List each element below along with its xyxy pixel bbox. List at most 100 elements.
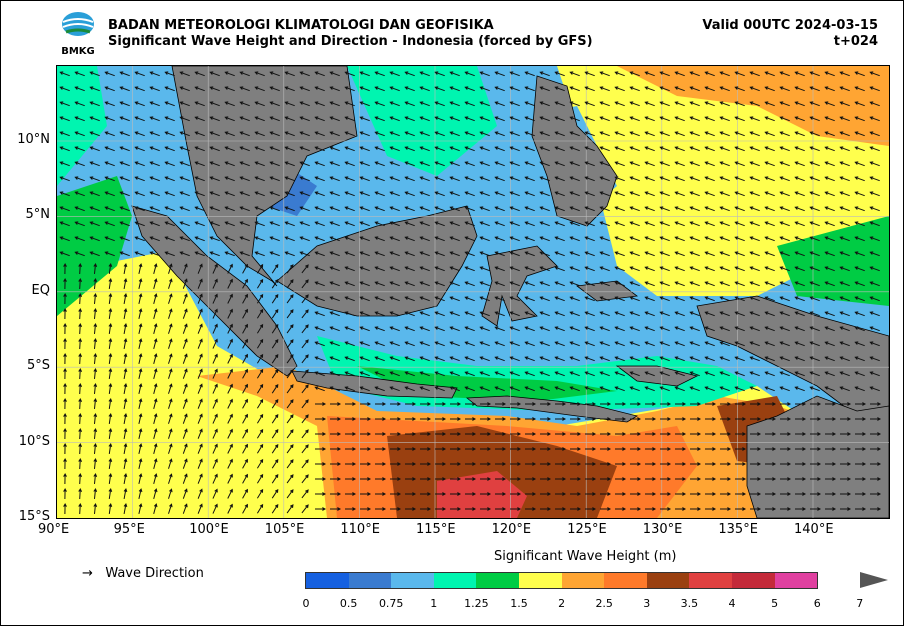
wave-arrow bbox=[839, 146, 850, 152]
wave-arrow bbox=[554, 221, 565, 227]
wave-arrow bbox=[212, 263, 218, 274]
wave-arrow bbox=[449, 371, 460, 377]
wave-arrow bbox=[314, 131, 325, 137]
wave-arrow bbox=[89, 71, 100, 77]
wave-arrow bbox=[404, 341, 415, 347]
wave-arrow bbox=[374, 176, 385, 182]
wave-arrow bbox=[764, 176, 775, 182]
wave-arrow bbox=[168, 308, 173, 319]
wave-arrow bbox=[870, 417, 882, 421]
wave-arrow bbox=[389, 341, 400, 347]
wave-arrow bbox=[123, 323, 128, 335]
wave-arrow bbox=[719, 341, 730, 347]
wave-arrow bbox=[689, 341, 700, 347]
wave-arrow bbox=[374, 206, 385, 212]
wave-arrow bbox=[510, 417, 522, 421]
wave-arrow bbox=[614, 191, 625, 197]
wave-arrow bbox=[134, 221, 145, 227]
wave-arrow bbox=[779, 176, 790, 182]
wave-arrow bbox=[149, 71, 160, 77]
wave-arrow bbox=[93, 352, 98, 365]
wave-arrow bbox=[434, 371, 445, 377]
wave-arrow bbox=[404, 131, 415, 137]
wave-arrow bbox=[284, 116, 295, 122]
wave-arrow bbox=[734, 146, 745, 152]
wave-arrow bbox=[119, 71, 130, 77]
wave-arrow bbox=[794, 86, 805, 92]
wave-arrow bbox=[840, 402, 852, 406]
wave-arrow bbox=[286, 324, 294, 334]
wave-arrow bbox=[93, 457, 98, 470]
wave-arrow bbox=[749, 131, 760, 137]
wave-arrow bbox=[690, 477, 702, 481]
wave-arrow bbox=[153, 323, 158, 334]
wave-arrow bbox=[168, 488, 173, 499]
wave-arrow bbox=[794, 341, 805, 347]
wave-arrow bbox=[689, 356, 700, 362]
colorbar-segment bbox=[646, 573, 690, 588]
wave-arrow bbox=[449, 296, 460, 302]
wave-arrow bbox=[824, 296, 835, 302]
wave-arrow bbox=[389, 86, 400, 92]
wave-arrow bbox=[479, 236, 490, 242]
wave-arrow bbox=[224, 131, 235, 137]
wave-arrow bbox=[794, 281, 805, 287]
wave-arrow bbox=[584, 371, 595, 377]
wave-arrow bbox=[182, 308, 188, 319]
wave-arrow bbox=[524, 71, 535, 77]
wave-arrow bbox=[524, 311, 535, 317]
wave-arrow bbox=[599, 221, 610, 227]
wave-arrow bbox=[734, 176, 745, 182]
wave-arrow bbox=[78, 427, 83, 440]
wave-arrow bbox=[599, 251, 610, 257]
wave-arrow bbox=[659, 281, 670, 287]
colorbar-segment bbox=[306, 573, 349, 588]
wave-arrow bbox=[870, 447, 882, 451]
wave-arrow bbox=[389, 221, 400, 227]
wave-arrow bbox=[299, 206, 310, 212]
wave-arrow bbox=[420, 477, 432, 481]
wave-arrow bbox=[359, 311, 370, 317]
wave-arrow bbox=[840, 477, 852, 481]
wave-arrow bbox=[585, 402, 597, 406]
colorbar-extend-arrow bbox=[860, 572, 888, 588]
wave-arrow bbox=[599, 161, 610, 167]
wave-arrow bbox=[197, 323, 203, 334]
wave-arrow bbox=[809, 371, 820, 377]
wave-arrow bbox=[123, 473, 128, 485]
wave-arrow bbox=[675, 492, 687, 496]
wave-arrow bbox=[689, 161, 700, 167]
wave-arrow bbox=[227, 263, 233, 274]
wave-arrow bbox=[614, 221, 625, 227]
wave-arrow bbox=[839, 341, 850, 347]
wave-arrow bbox=[855, 402, 867, 406]
wave-arrow bbox=[374, 356, 385, 362]
wave-arrow bbox=[374, 296, 385, 302]
wave-arrow bbox=[630, 492, 642, 496]
wave-arrow bbox=[840, 417, 852, 421]
wave-arrow bbox=[435, 402, 447, 406]
wave-arrow bbox=[510, 447, 522, 451]
wave-arrow bbox=[78, 337, 83, 350]
wave-arrow bbox=[271, 473, 279, 484]
wave-arrow bbox=[494, 281, 505, 287]
wave-arrow bbox=[585, 432, 597, 436]
wave-arrow bbox=[795, 447, 807, 451]
wave-arrow bbox=[314, 116, 325, 122]
wave-arrow bbox=[780, 447, 792, 451]
wave-arrow bbox=[584, 221, 595, 227]
wave-arrow bbox=[749, 71, 760, 77]
wave-arrow bbox=[794, 221, 805, 227]
wave-arrow bbox=[286, 399, 294, 409]
wave-arrow bbox=[256, 443, 264, 454]
wave-arrow bbox=[600, 417, 612, 421]
wave-arrow bbox=[227, 308, 233, 319]
wave-arrow bbox=[389, 191, 400, 197]
wave-arrow bbox=[359, 236, 370, 242]
wave-arrow bbox=[524, 116, 535, 122]
wave-arrow bbox=[614, 101, 625, 107]
wave-arrow bbox=[824, 161, 835, 167]
wave-arrow bbox=[138, 473, 143, 484]
wave-arrow bbox=[89, 146, 100, 152]
wave-arrow bbox=[134, 131, 145, 137]
